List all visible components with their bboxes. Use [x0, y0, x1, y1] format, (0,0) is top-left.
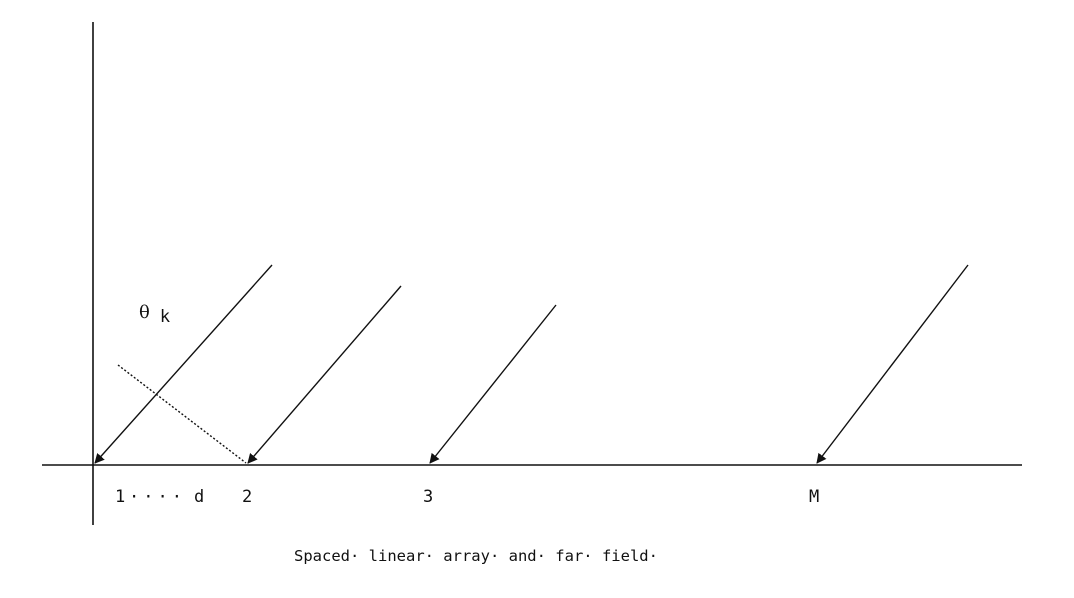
- angle-symbol: θ: [139, 302, 150, 323]
- element-label-m: M: [809, 487, 819, 507]
- figure-caption: Spaced· linear· array· and· far· field·: [294, 547, 658, 565]
- incident-ray-1: [94, 264, 273, 464]
- element-label-2: 2: [242, 487, 252, 507]
- element-label-3: 3: [423, 487, 433, 507]
- spacing-dots: ····: [129, 487, 186, 507]
- wavefront-line: [117, 364, 247, 464]
- spacing-label: d: [194, 487, 204, 507]
- incident-ray-3: [429, 304, 557, 464]
- incident-ray-m: [816, 264, 969, 464]
- angle-subscript: k: [160, 307, 170, 327]
- incident-ray-2: [247, 285, 402, 464]
- angle-label: θ k: [139, 302, 170, 327]
- element-label-1: 1: [115, 487, 125, 507]
